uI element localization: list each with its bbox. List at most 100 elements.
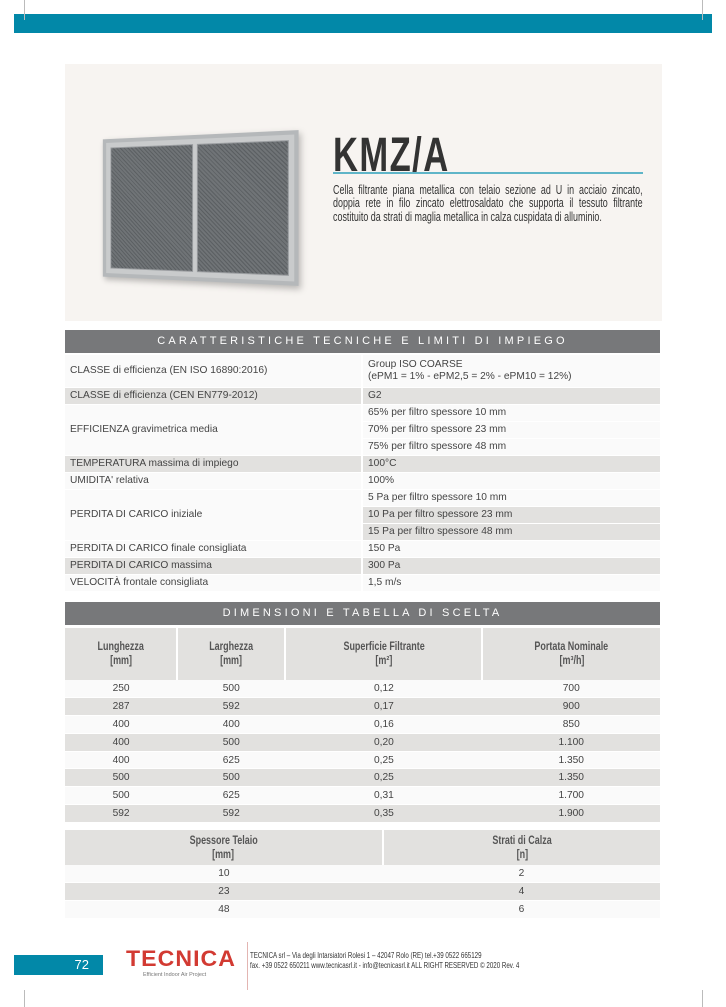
crop-mark [24,990,25,1007]
spec-value: 10 Pa per filtro spessore 23 mm [361,506,660,524]
specs-heading: CARATTERISTICHE TECNICHE E LIMITI DI IMP… [65,330,660,353]
table-cell: 850 [482,715,660,734]
table-cell: 500 [177,680,286,699]
table-cell: 287 [65,697,178,717]
table-cell: 500 [177,768,286,788]
column-header-line: [mm] [109,655,132,667]
table-cell: 592 [177,804,286,823]
table-row: 400 500 0,20 1.100 [65,733,660,752]
footer-contact: TECNICA srl – Via degli Intarsiatori Rol… [250,950,519,970]
table-cell: 700 [482,680,660,699]
spec-row: 15 Pa per filtro spessore 48 mm [65,523,660,541]
spec-label: UMIDITA' relativa [65,472,362,490]
footer-divider [247,942,248,990]
table-cell: 0,16 [285,715,483,734]
column-header-line: [n] [516,848,528,861]
spec-value: 100% [361,472,660,490]
table-cell: 400 [177,715,286,734]
title-underline [333,172,643,174]
spec-value-line: (ePM1 = 1% - ePM2,5 = 2% - ePM10 = 12%) [368,370,572,382]
spec-row: CLASSE di efficienza (CEN EN779-2012) G2 [65,387,660,405]
table-row: 500 625 0,31 1.700 [65,786,660,806]
table-cell: 0,12 [285,680,483,699]
crop-mark [702,990,703,1007]
spec-label: CLASSE di efficienza (EN ISO 16890:2016) [65,355,362,388]
product-description: Cella filtrante piana metallica con tela… [333,183,643,224]
table-cell: 400 [65,715,178,734]
spec-value: 100°C [361,455,660,473]
specs-table: CLASSE di efficienza (EN ISO 16890:2016)… [65,355,660,592]
table-row: 400 625 0,25 1.350 [65,751,660,770]
spec-row: PERDITA DI CARICO massima 300 Pa [65,557,660,575]
spec-label: VELOCITÀ frontale consigliata [65,574,362,592]
spec-value: G2 [361,387,660,405]
spec-row: UMIDITA' relativa 100% [65,472,660,490]
spec-row: EFFICIENZA gravimetrica media 65% per fil… [65,404,660,456]
column-header-line: Strati di Calza [492,834,552,847]
crop-mark [24,0,25,20]
spec-value: 70% per filtro spessore 23 mm [361,421,660,439]
dimensions-heading: DIMENSIONI E TABELLA DI SCELTA [65,602,660,625]
page-number: 72 [14,955,103,975]
table-cell: 0,31 [285,786,483,806]
column-header: Larghezza [mm] [176,628,286,680]
column-header-line: Lunghezza [97,641,144,653]
table-cell: 1.350 [482,751,660,770]
spec-row: TEMPERATURA massima di impiego 100°C [65,455,660,473]
table-cell: 250 [65,680,178,699]
spec-value: 15 Pa per filtro spessore 48 mm [361,523,660,541]
tecnica-logo: TECNICA [126,946,237,971]
table-cell: 6 [382,900,660,919]
table-cell: 592 [177,697,286,717]
spec-value: 150 Pa [361,540,660,558]
table-row: 400 400 0,16 850 [65,715,660,734]
table-cell: 1.350 [482,768,660,788]
table-cell: 592 [65,804,178,823]
table-cell: 500 [177,733,286,752]
spec-value: 65% per filtro spessore 10 mm [361,404,660,422]
table-cell: 2 [382,865,660,884]
table-row: 250 500 0,12 700 [65,680,660,699]
table-row: 23 4 [65,882,660,902]
table-cell: 1.100 [482,733,660,752]
column-header-line: [mm] [212,848,235,861]
spec-value-line: Group ISO COARSE [368,358,463,370]
table-row: 592 592 0,35 1.900 [65,804,660,823]
spec-row: 10 Pa per filtro spessore 23 mm [65,506,660,524]
column-header: Lunghezza [mm] [65,628,178,680]
logo-tagline: Efficient Indoor Air Project [143,972,207,978]
footer-line-2: fax. +39 0522 650211 www.tecnicasrl.it -… [250,960,520,970]
table-cell: 1.900 [482,804,660,823]
filter-product-image [102,130,299,286]
table-cell: 0,25 [285,751,483,770]
header-bar [14,14,712,33]
spec-row: 70% per filtro spessore 23 mm [65,421,660,439]
column-header-line: Spessore Telaio [189,834,258,847]
column-header: Portata Nominale [m³/h] [481,628,660,680]
spec-label: EFFICIENZA gravimetrica media [65,404,362,456]
spec-label: TEMPERATURA massima di impiego [65,455,362,473]
column-header: Strati di Calza [n] [381,830,660,865]
table-row: 10 2 [65,865,660,884]
spec-value: 75% per filtro spessore 48 mm [361,438,660,456]
table-cell: 400 [65,751,178,770]
table-cell: 10 [65,865,383,884]
crop-mark [702,0,703,20]
spec-row: 75% per filtro spessore 48 mm [65,438,660,456]
spec-row: VELOCITÀ frontale consigliata 1,5 m/s [65,574,660,592]
column-header: Superficie Filtrante [m²] [284,628,483,680]
spec-row: PERDITA DI CARICO iniziale 5 Pa per filtr… [65,489,660,541]
table-cell: 0,20 [285,733,483,752]
spec-value: 5 Pa per filtro spessore 10 mm [361,489,660,507]
table-cell: 4 [382,882,660,902]
table-cell: 500 [65,768,178,788]
column-header-line: [m²] [375,655,393,667]
table-cell: 625 [177,786,286,806]
spec-label: PERDITA DI CARICO finale consigliata [65,540,362,558]
table-cell: 0,35 [285,804,483,823]
table-row: 500 500 0,25 1.350 [65,768,660,788]
spec-row: CLASSE di efficienza (EN ISO 16890:2016)… [65,355,660,388]
table-cell: 1.700 [482,786,660,806]
table-cell: 48 [65,900,383,919]
spec-row: PERDITA DI CARICO finale consigliata 150 … [65,540,660,558]
